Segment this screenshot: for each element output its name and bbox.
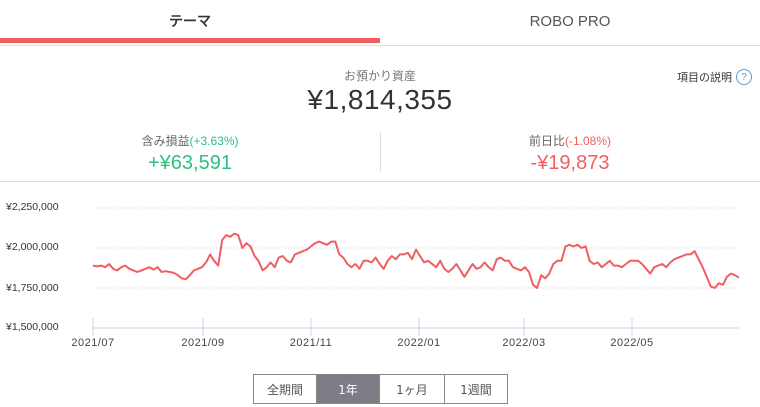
x-tick-label: 2021/11 bbox=[289, 337, 333, 349]
help-link[interactable]: 項目の説明 ? bbox=[677, 69, 752, 85]
y-tick-label: ¥2,250,000 bbox=[6, 201, 59, 213]
unrealized-gain-label: 含み損益 bbox=[141, 134, 190, 148]
x-tick-label: 2022/05 bbox=[610, 337, 654, 349]
tab-bar: テーマ ROBO PRO bbox=[0, 0, 760, 46]
unrealized-gain-stat: 含み損益(+3.63%) +¥63,591 bbox=[0, 130, 380, 175]
chart-plot bbox=[92, 207, 740, 336]
section-divider bbox=[0, 181, 760, 182]
x-tick-label: 2022/01 bbox=[397, 337, 441, 349]
range-1m-button[interactable]: 1ヶ月 bbox=[380, 375, 445, 403]
x-tick-label: 2021/09 bbox=[181, 337, 225, 349]
range-all-button[interactable]: 全期間 bbox=[254, 375, 317, 403]
range-1y-button[interactable]: 1年 bbox=[317, 375, 380, 403]
x-tick-label: 2021/07 bbox=[71, 337, 115, 349]
x-tick-label: 2022/03 bbox=[502, 337, 546, 349]
assets-label: お預かり資産 bbox=[343, 69, 416, 83]
unrealized-gain-pct: (+3.63%) bbox=[189, 134, 239, 148]
daily-change-label: 前日比 bbox=[528, 134, 565, 148]
question-circle-icon[interactable]: ? bbox=[736, 69, 752, 85]
active-tab-indicator bbox=[0, 38, 380, 43]
tab-robo-pro[interactable]: ROBO PRO bbox=[529, 12, 611, 30]
assets-value: ¥1,814,355 bbox=[307, 84, 453, 115]
unrealized-gain-value: +¥63,591 bbox=[148, 152, 232, 174]
range-selector: 全期間 1年 1ヶ月 1週間 bbox=[253, 374, 508, 404]
daily-change-pct: (-1.08%) bbox=[565, 134, 612, 148]
asset-chart[interactable]: ¥2,250,000 ¥2,000,000 ¥1,750,000 ¥1,500,… bbox=[0, 190, 760, 360]
tab-theme[interactable]: テーマ bbox=[169, 14, 211, 30]
range-1w-button[interactable]: 1週間 bbox=[445, 375, 507, 403]
help-label: 項目の説明 bbox=[677, 71, 732, 84]
asset-line bbox=[92, 232, 740, 289]
y-tick-label: ¥2,000,000 bbox=[6, 241, 59, 253]
daily-change-value: -¥19,873 bbox=[530, 152, 610, 174]
daily-change-stat: 前日比(-1.08%) -¥19,873 bbox=[380, 130, 760, 175]
x-ticks bbox=[92, 318, 633, 336]
y-tick-label: ¥1,750,000 bbox=[6, 282, 59, 294]
y-tick-label: ¥1,500,000 bbox=[6, 321, 59, 333]
stat-divider bbox=[380, 133, 381, 171]
